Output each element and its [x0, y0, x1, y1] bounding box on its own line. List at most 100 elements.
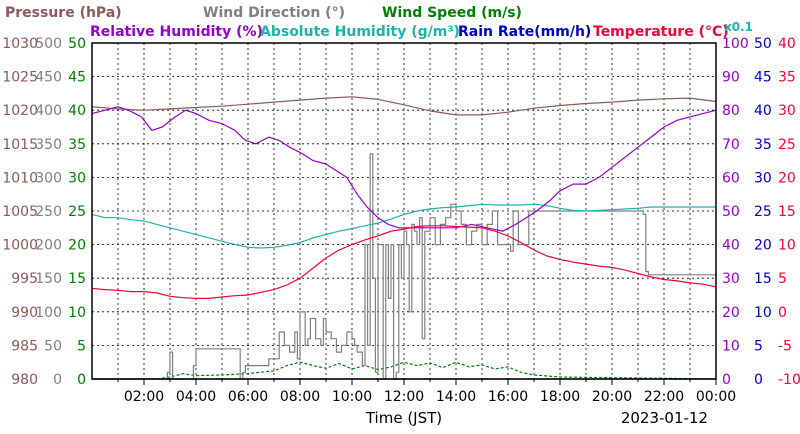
legend-rain-rate: Rain Rate(mm/h) [458, 24, 591, 40]
x-tick-label: 10:00 [332, 389, 372, 405]
tick-label-wind-speed: 15 [68, 271, 86, 287]
tick-label-humidity: 40 [722, 238, 740, 254]
tick-label-temperature: 20 [778, 170, 796, 186]
tick-label-rain: 10 [754, 305, 772, 321]
left-axes: 9809859909951000100510101015102010251030… [2, 36, 86, 388]
legend-rain-scale-note: x0.1 [724, 20, 753, 34]
legend-pressure: Pressure (hPa) [5, 5, 122, 21]
tick-label-wind-direction: 350 [35, 137, 62, 153]
tick-label-wind-speed: 50 [68, 36, 86, 52]
tick-label-humidity: 50 [722, 204, 740, 220]
x-tick-label: 12:00 [384, 389, 424, 405]
tick-label-temperature: 0 [778, 305, 787, 321]
series-line-pressure-hpa [91, 96, 717, 116]
tick-label-humidity: 90 [722, 70, 740, 86]
x-tick-label: 22:00 [644, 389, 684, 405]
x-tick-label: 06:00 [228, 389, 268, 405]
right-axes: 0102030405060708090100051015202530354045… [722, 36, 800, 388]
tick-label-wind-speed: 35 [68, 137, 86, 153]
tick-label-wind-speed: 20 [68, 238, 86, 254]
tick-label-wind-speed: 5 [77, 338, 86, 354]
tick-label-wind-direction: 150 [35, 271, 62, 287]
tick-label-wind-speed: 10 [68, 305, 86, 321]
tick-label-pressure: 1000 [2, 238, 38, 254]
tick-label-wind-speed: 45 [68, 70, 86, 86]
tick-label-wind-speed: 25 [68, 204, 86, 220]
tick-label-pressure: 990 [11, 305, 38, 321]
tick-label-humidity: 30 [722, 271, 740, 287]
plot-area [91, 96, 717, 380]
tick-label-pressure: 1025 [2, 70, 38, 86]
x-tick-label: 00:00 [696, 389, 736, 405]
tick-label-pressure: 1030 [2, 36, 38, 52]
tick-label-rain: 30 [754, 170, 772, 186]
series-line-absolute-humidity-g-m [91, 203, 716, 249]
tick-label-rain: 5 [754, 338, 763, 354]
tick-label-rain: 15 [754, 271, 772, 287]
tick-label-rain: 50 [754, 36, 772, 52]
tick-label-temperature: 40 [778, 36, 796, 52]
tick-label-rain: 25 [754, 204, 772, 220]
legend-wind-speed: Wind Speed (m/s) [382, 5, 522, 21]
tick-label-wind-direction: 500 [35, 36, 62, 52]
tick-label-rain: 20 [754, 238, 772, 254]
tick-label-humidity: 80 [722, 103, 740, 119]
tick-label-pressure: 1005 [2, 204, 38, 220]
tick-label-humidity: 20 [722, 305, 740, 321]
tick-label-pressure: 985 [11, 338, 38, 354]
tick-label-rain: 0 [754, 372, 763, 388]
tick-label-temperature: 15 [778, 204, 796, 220]
tick-label-wind-direction: 0 [53, 372, 62, 388]
tick-label-temperature: 25 [778, 137, 796, 153]
legend-absolute-humidity: Absolute Humidity (g/m³) [260, 24, 460, 40]
tick-label-temperature: 10 [778, 238, 796, 254]
tick-label-pressure: 1010 [2, 170, 38, 186]
tick-label-rain: 45 [754, 70, 772, 86]
tick-label-wind-speed: 0 [77, 372, 86, 388]
tick-label-pressure: 1015 [2, 137, 38, 153]
tick-label-temperature: 35 [778, 70, 796, 86]
series-line-relative-humidity [91, 106, 717, 232]
x-tick-label: 16:00 [488, 389, 528, 405]
legend-temperature: Temperature (°C) [593, 24, 729, 40]
x-tick-label: 04:00 [176, 389, 216, 405]
tick-label-wind-direction: 50 [44, 338, 62, 354]
tick-label-wind-direction: 300 [35, 170, 62, 186]
tick-label-pressure: 995 [11, 271, 38, 287]
tick-label-humidity: 60 [722, 170, 740, 186]
tick-label-temperature: -5 [778, 338, 792, 354]
tick-label-humidity: 70 [722, 137, 740, 153]
legend-relative-humidity: Relative Humidity (%) [90, 24, 263, 40]
series-line-wind-direction [92, 153, 716, 380]
tick-label-wind-direction: 250 [35, 204, 62, 220]
chart-date: 2023-01-12 [621, 409, 708, 427]
tick-label-humidity: 10 [722, 338, 740, 354]
series-line-temperature-c [91, 225, 717, 299]
tick-label-wind-speed: 30 [68, 170, 86, 186]
x-tick-label: 08:00 [280, 389, 320, 405]
tick-label-wind-direction: 450 [35, 70, 62, 86]
tick-label-humidity: 100 [722, 36, 749, 52]
legend-row-1: Pressure (hPa) Wind Direction (°) Wind S… [5, 5, 522, 21]
tick-label-rain: 40 [754, 103, 772, 119]
legend-wind-direction: Wind Direction (°) [203, 5, 345, 21]
x-axis-label: Time (JST) [365, 409, 442, 427]
x-tick-label: 02:00 [124, 389, 164, 405]
x-tick-label: 20:00 [592, 389, 632, 405]
tick-label-pressure: 1020 [2, 103, 38, 119]
tick-label-rain: 35 [754, 137, 772, 153]
tick-label-wind-direction: 100 [35, 305, 62, 321]
series-line-wind-speed-m-s [92, 361, 717, 380]
tick-label-wind-direction: 200 [35, 238, 62, 254]
tick-label-temperature: 5 [778, 271, 787, 287]
tick-label-temperature: 30 [778, 103, 796, 119]
x-tick-label: 18:00 [540, 389, 580, 405]
x-tick-label: 14:00 [436, 389, 476, 405]
tick-label-wind-direction: 400 [35, 103, 62, 119]
tick-label-wind-speed: 40 [68, 103, 86, 119]
tick-label-temperature: -10 [778, 372, 800, 388]
tick-label-humidity: 0 [722, 372, 731, 388]
x-axis: 02:00 04:00 06:00 08:00 10:00 12:00 14:00 16:00… [117, 379, 736, 405]
